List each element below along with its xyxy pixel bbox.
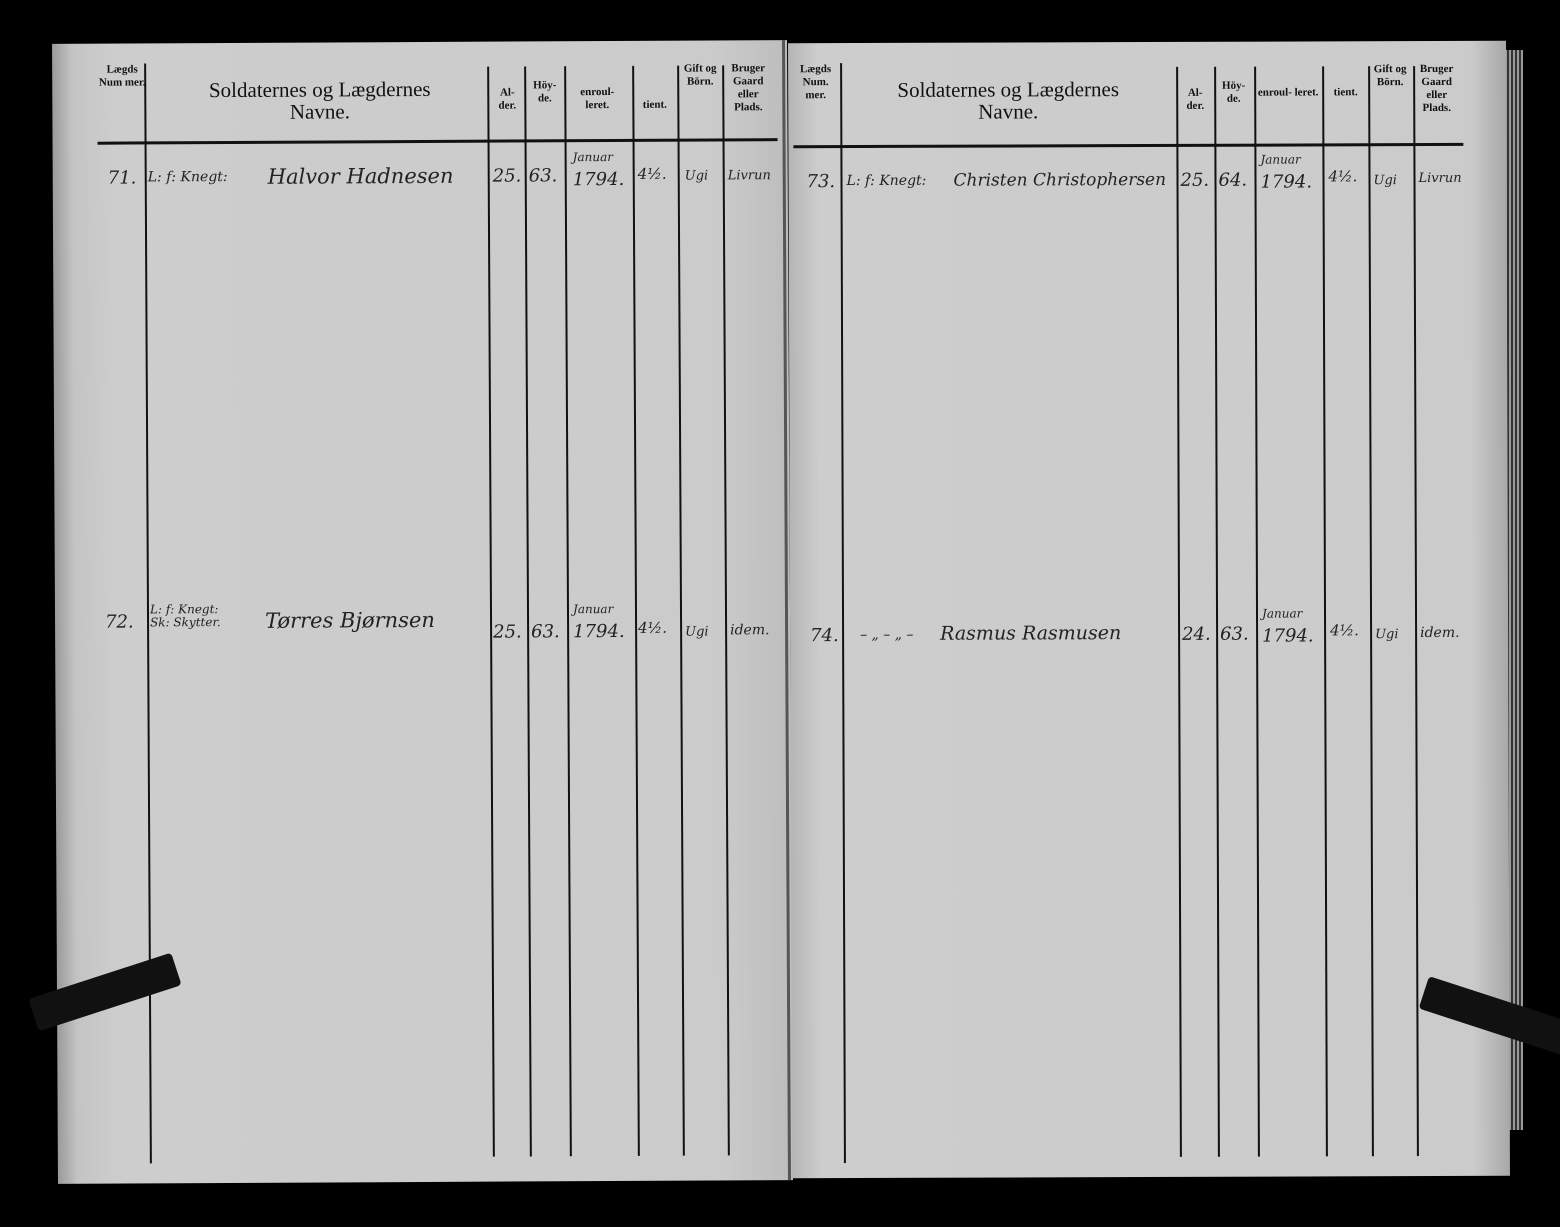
header-gift: Gift og Börn. [1373, 63, 1407, 89]
row-alder: 25. [1180, 169, 1210, 191]
title-line1: Soldaternes og Lægdernes [208, 76, 431, 103]
row-month: Januar [572, 149, 613, 165]
row-prefix: L: f: Knegt: [846, 172, 927, 190]
column-rule [1254, 66, 1260, 1157]
row-month: Januar [1261, 606, 1303, 621]
table-row: 73. L: f: Knegt: Christen Christophersen… [788, 41, 1506, 192]
header-bruger: Bruger Gaard eller Plads. [1419, 62, 1454, 115]
header-hoyde: Höy- de. [1222, 79, 1246, 105]
row-name: Halvor Hadnesen [267, 163, 454, 189]
column-rule [487, 66, 495, 1157]
header-bruger: Bruger Gaard eller Plads. [731, 62, 765, 114]
right-page: Lægds Num. mer. Soldaternes og Lægdernes… [788, 40, 1510, 1179]
row-hoyde: 64. [1218, 169, 1248, 191]
book-page-edges [1505, 50, 1523, 1130]
row-tient: 4½. [1328, 167, 1358, 186]
row-tient: 4½. [1330, 621, 1359, 640]
row-month: Januar [1260, 152, 1301, 167]
row-prefix: – „ – „ – [860, 626, 914, 644]
left-page: Lægds Num mer. Soldaternes og Lægdernes N… [52, 40, 793, 1184]
table-row: 71. L: f: Knegt: Halvor Hadnesen 25. 63.… [52, 40, 787, 190]
row-year: 1794. [1260, 171, 1313, 193]
column-rule [1322, 66, 1328, 1157]
column-rule [1214, 66, 1220, 1157]
header-rule [97, 138, 778, 145]
row-bruger: Livrun [1418, 170, 1462, 187]
table-row: 72. L: f: Knegt: Sk: Skytter. Tørres Bjø… [52, 40, 787, 643]
header-num: Lægds Num mer. [98, 63, 146, 89]
row-hoyde: 63. [531, 621, 560, 643]
column-rule [632, 65, 640, 1156]
row-hoyde: 63. [1220, 623, 1249, 645]
row-year: 1794. [573, 620, 625, 643]
column-rule [524, 66, 532, 1157]
title-line2: Navne. [978, 99, 1039, 124]
row-name: Tørres Bjørnsen [264, 607, 435, 633]
row-alder: 24. [1182, 623, 1211, 645]
column-rule [840, 63, 846, 1164]
header-rule [793, 142, 1464, 149]
row-num: 71. [107, 167, 137, 189]
row-tient: 4½. [638, 618, 667, 637]
header-gift: Gift og Börn. [683, 62, 717, 88]
title-line1: Soldaternes og Lægdernes [897, 77, 1120, 102]
row-bruger: idem. [730, 622, 770, 639]
column-rule [1413, 66, 1419, 1157]
row-prefix: L: f: Knegt: [147, 169, 228, 186]
row-name: Rasmus Rasmusen [940, 622, 1122, 645]
column-rule [722, 65, 730, 1156]
row-year: 1794. [1262, 625, 1314, 647]
header-alder: Al- der. [1186, 86, 1205, 112]
row-prefix: L: f: Knegt: Sk: Skytter. [149, 602, 221, 630]
row-year: 1794. [572, 168, 625, 191]
header-hoyde: Höy- de. [533, 79, 557, 105]
row-gift: Ugi [685, 624, 709, 640]
row-hoyde: 63. [528, 165, 558, 187]
row-gift: Ugi [684, 168, 709, 184]
header-enrolleret: enroul- leret. [1257, 86, 1319, 99]
row-bruger: Livrun [727, 168, 771, 184]
column-rule [1176, 66, 1182, 1157]
column-rule [564, 66, 572, 1157]
column-rule [1368, 66, 1374, 1157]
row-tient: 4½. [637, 164, 667, 183]
title-line2: Navne. [289, 99, 350, 124]
row-num: 72. [104, 611, 134, 633]
row-gift: Ugi [1373, 173, 1397, 189]
header-enrolleret: enroul- leret. [580, 85, 615, 112]
header-num: Lægds Num. mer. [799, 63, 832, 102]
row-num: 74. [810, 625, 839, 647]
header-tient: tient. [1333, 86, 1358, 99]
row-gift: Ugi [1375, 627, 1399, 643]
header-title: Soldaternes og Lægdernes Navne. [152, 76, 487, 124]
row-month: Januar [572, 602, 614, 617]
row-alder: 25. [492, 165, 522, 187]
row-alder: 25. [493, 621, 522, 643]
column-rule [677, 65, 685, 1156]
header-alder: Al- der. [498, 86, 517, 112]
row-bruger: idem. [1420, 624, 1460, 642]
header-title: Soldaternes og Lægdernes Navne. [843, 77, 1173, 124]
row-num: 73. [806, 171, 836, 193]
header-tient: tient. [642, 98, 667, 111]
table-row: 74. – „ – „ – Rasmus Rasmusen 24. 63. Ja… [788, 41, 1506, 646]
row-name: Christen Christophersen [953, 169, 1167, 191]
